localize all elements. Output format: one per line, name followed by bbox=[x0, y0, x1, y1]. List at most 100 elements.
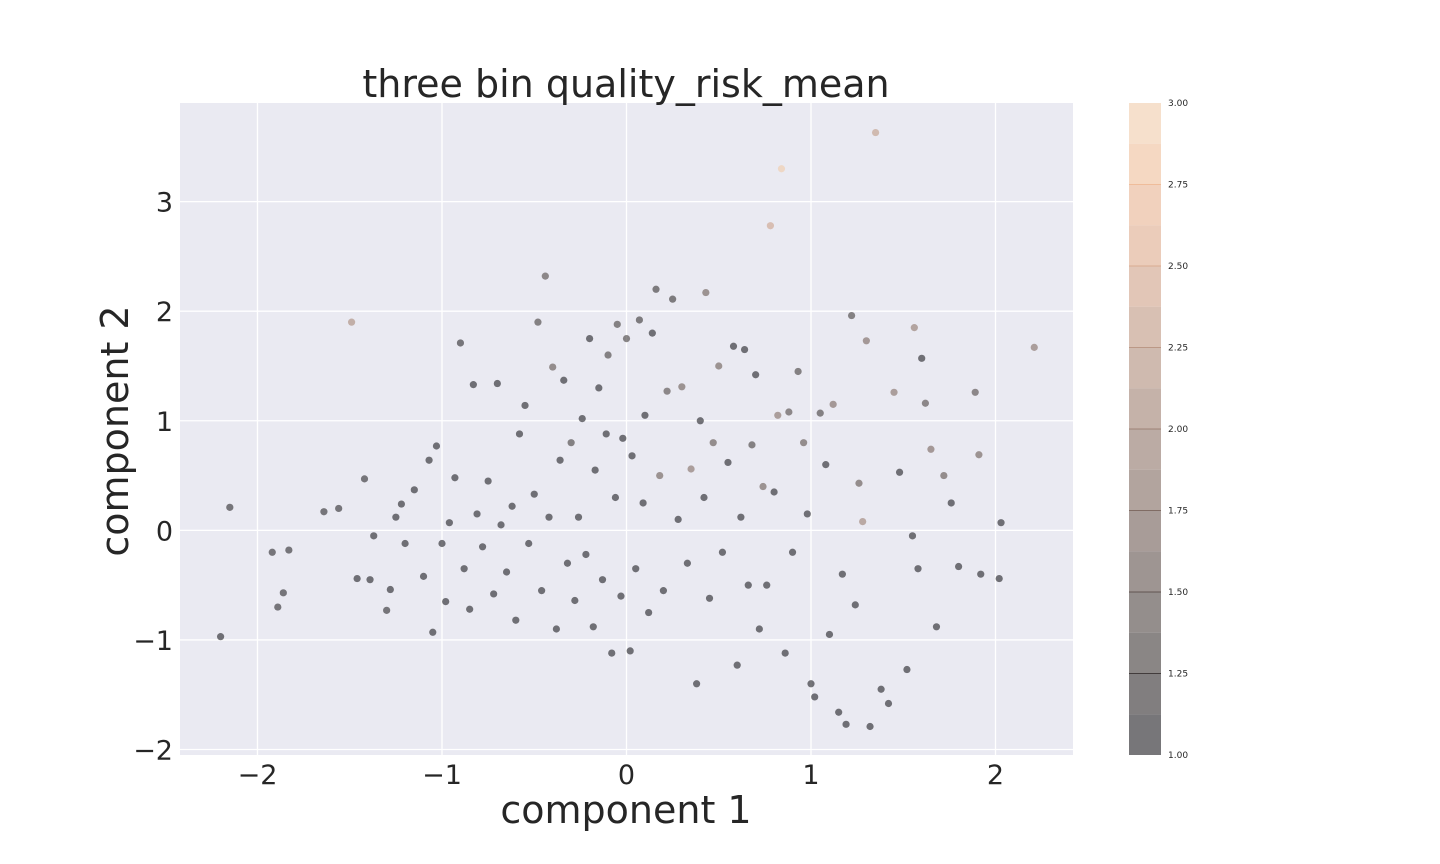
data-point bbox=[752, 371, 760, 379]
data-point bbox=[921, 399, 929, 407]
x-tick-label: −2 bbox=[238, 760, 278, 791]
data-point bbox=[611, 493, 620, 502]
data-point bbox=[619, 434, 627, 442]
data-point bbox=[425, 456, 433, 464]
data-point bbox=[859, 517, 867, 526]
data-point bbox=[829, 400, 837, 408]
data-point bbox=[777, 165, 786, 173]
data-point bbox=[641, 411, 649, 419]
data-point bbox=[604, 351, 612, 359]
data-point bbox=[855, 479, 863, 487]
colorbar-segment bbox=[1129, 347, 1161, 389]
data-point bbox=[347, 318, 356, 326]
data-point bbox=[781, 649, 789, 657]
colorbar-tick-label: 2.00 bbox=[1168, 425, 1188, 435]
y-tick-label: −2 bbox=[133, 736, 173, 767]
data-point bbox=[794, 367, 802, 376]
data-point bbox=[419, 572, 428, 580]
data-point bbox=[674, 515, 682, 524]
colorbar-segment bbox=[1129, 429, 1161, 470]
data-point bbox=[386, 585, 394, 594]
data-point bbox=[744, 581, 752, 589]
data-point bbox=[401, 539, 409, 548]
colorbar-tick-label: 2.25 bbox=[1168, 344, 1188, 354]
data-point bbox=[622, 334, 631, 343]
data-point bbox=[822, 461, 830, 469]
data-point bbox=[656, 471, 664, 480]
data-point bbox=[502, 568, 511, 576]
data-point bbox=[871, 128, 880, 137]
colorbar-segment bbox=[1129, 469, 1161, 511]
data-point bbox=[545, 513, 553, 521]
data-point bbox=[803, 510, 811, 518]
data-point bbox=[733, 661, 741, 669]
data-point bbox=[663, 387, 671, 395]
data-point bbox=[700, 493, 708, 502]
data-point bbox=[847, 311, 856, 320]
data-point bbox=[602, 430, 610, 438]
colorbar-segment bbox=[1129, 510, 1161, 552]
data-point bbox=[737, 513, 745, 521]
data-point bbox=[567, 439, 575, 447]
colorbar-tick-label: 2.75 bbox=[1168, 181, 1188, 191]
data-point bbox=[353, 574, 361, 583]
data-point bbox=[598, 576, 607, 584]
data-point bbox=[512, 616, 520, 624]
data-point bbox=[693, 680, 701, 688]
data-point bbox=[508, 502, 516, 510]
data-point bbox=[947, 499, 955, 507]
data-point bbox=[608, 649, 616, 657]
data-point bbox=[770, 488, 778, 496]
colorbar-segment bbox=[1129, 388, 1161, 429]
grid-lines bbox=[180, 103, 1073, 755]
data-point bbox=[687, 465, 695, 473]
data-point bbox=[639, 499, 647, 507]
colorbar-tick-label: 1.25 bbox=[1168, 670, 1188, 680]
data-point bbox=[493, 379, 501, 388]
data-point bbox=[918, 354, 926, 362]
data-point bbox=[669, 295, 677, 303]
data-point bbox=[696, 417, 704, 425]
data-point bbox=[800, 439, 808, 447]
data-point bbox=[563, 559, 572, 567]
colorbar-tick-label: 1.50 bbox=[1168, 588, 1188, 598]
data-point bbox=[866, 722, 874, 731]
data-points bbox=[216, 128, 1038, 731]
data-point bbox=[490, 590, 498, 598]
plot-area bbox=[180, 103, 1073, 755]
x-tick-label: 0 bbox=[618, 760, 635, 791]
data-point bbox=[884, 699, 893, 708]
data-point bbox=[589, 623, 597, 631]
colorbar: 1.00 1.25 1.50 1.75 2.00 2.25 2.50 2.75 3.00 bbox=[1129, 99, 1188, 761]
data-point bbox=[456, 339, 465, 347]
data-point bbox=[705, 594, 714, 602]
data-point bbox=[729, 342, 738, 350]
colorbar-segment bbox=[1129, 632, 1161, 674]
data-point bbox=[715, 362, 723, 370]
data-point bbox=[914, 565, 922, 573]
data-point bbox=[366, 576, 374, 584]
x-tick-label: 2 bbox=[987, 760, 1004, 791]
data-point bbox=[626, 647, 634, 655]
data-point bbox=[724, 458, 732, 467]
data-point bbox=[759, 482, 767, 491]
y-axis-label: component 2 bbox=[93, 305, 137, 556]
data-point bbox=[432, 442, 441, 450]
data-point bbox=[521, 401, 529, 410]
data-point bbox=[541, 272, 549, 280]
data-point bbox=[932, 623, 941, 631]
data-point bbox=[582, 550, 590, 559]
data-point bbox=[335, 504, 343, 513]
data-point bbox=[429, 628, 437, 636]
data-point bbox=[635, 316, 644, 324]
data-point bbox=[977, 570, 985, 578]
data-point bbox=[530, 490, 538, 498]
data-point bbox=[534, 318, 542, 326]
data-point bbox=[835, 708, 843, 716]
y-tick-label: −1 bbox=[133, 626, 173, 657]
data-point bbox=[702, 288, 710, 297]
data-point bbox=[678, 383, 686, 391]
data-point bbox=[285, 546, 293, 554]
data-point bbox=[469, 381, 477, 389]
